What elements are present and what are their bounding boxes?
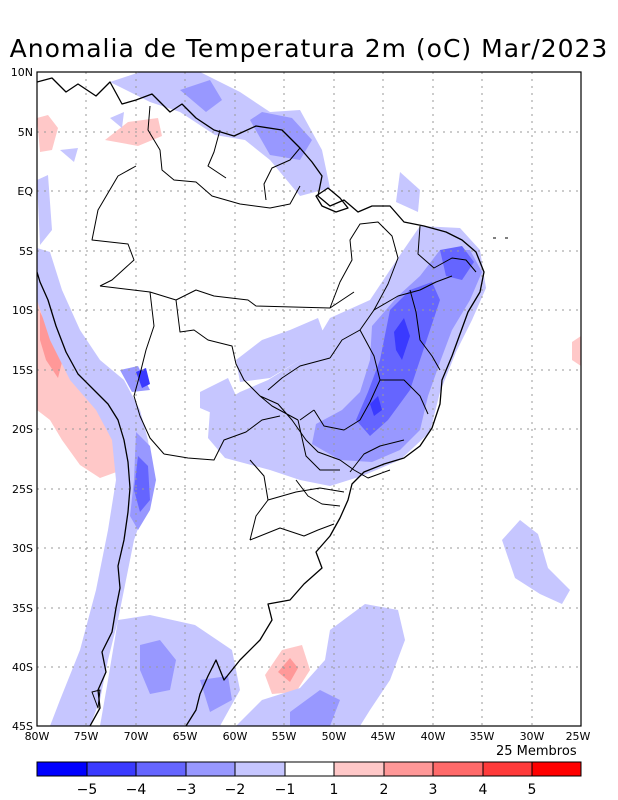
- lon-label: 35W: [470, 730, 495, 743]
- lat-label: 20S: [12, 423, 33, 436]
- lon-label: 30W: [520, 730, 545, 743]
- lon-label: 80W: [25, 730, 50, 743]
- lon-label: 75W: [74, 730, 99, 743]
- colorbar-swatch: [36, 761, 88, 777]
- cold-anomaly-level2-north: [180, 80, 312, 160]
- amazon-mouth: [315, 187, 349, 213]
- colorbar-swatch: [531, 761, 582, 777]
- colorbar-label: 4: [479, 782, 488, 798]
- lat-label: 45S: [12, 720, 33, 733]
- lon-label: 50W: [322, 730, 347, 743]
- coastlines-and-borders: [37, 77, 508, 726]
- cold-anomaly-amazon-south: [396, 172, 420, 212]
- colorbar-label: 1: [330, 782, 339, 798]
- colorbar-label: −4: [126, 782, 147, 798]
- cold-anomaly-interior: [200, 318, 326, 414]
- cold-anomaly-level4: [370, 318, 410, 416]
- lon-label: 25W: [566, 730, 591, 743]
- colorbar-swatch: [185, 761, 236, 777]
- state-borders: [267, 221, 477, 501]
- map-title: Anomalia de Temperatura 2m (oC) Mar/2023: [9, 34, 609, 63]
- lat-label: EQ: [17, 185, 33, 198]
- longitude-labels: 80W 75W 70W 65W 60W 55W 50W 45W 40W 35W …: [25, 730, 591, 743]
- lon-label: 55W: [272, 730, 297, 743]
- warm-anomaly-atlantic-east: [572, 336, 581, 366]
- colorbar-label: 2: [380, 782, 389, 798]
- lon-label: 40W: [421, 730, 446, 743]
- latitude-labels: 10N 5N EQ 5S 10S 15S 20S 25S 30S 35S 40S…: [11, 66, 34, 733]
- lat-label: 25S: [12, 483, 33, 496]
- cold-anomaly-andes: [37, 248, 152, 726]
- anomaly-fields: [37, 72, 581, 726]
- colorbar-label: −1: [275, 782, 296, 798]
- colorbar-swatch: [482, 761, 533, 777]
- lat-label: 40S: [12, 661, 33, 674]
- warm-anomaly-north: [37, 115, 162, 152]
- colorbar-label: −3: [176, 782, 197, 798]
- islands: [91, 237, 508, 709]
- warm-anomaly-south-core: [278, 658, 298, 682]
- lat-label: 30S: [12, 542, 33, 555]
- colorbar-swatch: [284, 761, 335, 777]
- lat-label: 35S: [12, 602, 33, 615]
- colorbar-label: 3: [429, 782, 438, 798]
- colorbar-swatch: [383, 761, 434, 777]
- lat-label: 10S: [12, 304, 33, 317]
- lat-label: 5S: [19, 245, 33, 258]
- lon-label: 60W: [223, 730, 248, 743]
- cold-anomaly-level4-altiplano: [136, 368, 150, 388]
- colorbar-label: −5: [77, 782, 98, 798]
- lon-label: 45W: [371, 730, 396, 743]
- cold-anomaly-level2-south: [140, 640, 340, 726]
- colorbar-labels: −5 −4 −3 −2 −1 1 2 3 4 5: [77, 782, 537, 798]
- colorbar: [36, 761, 582, 777]
- colorbar-swatch: [432, 761, 484, 777]
- lon-label: 70W: [124, 730, 149, 743]
- lat-label: 10N: [11, 66, 33, 79]
- continent-coastline: [37, 77, 485, 726]
- colorbar-swatch: [234, 761, 286, 777]
- cold-anomaly-atlantic-south: [502, 520, 570, 604]
- cold-anomaly-level3-andes: [134, 456, 150, 512]
- warm-anomaly-pacific-core: [40, 312, 62, 378]
- cold-anomaly-level3: [356, 246, 474, 436]
- colorbar-swatch: [86, 761, 137, 777]
- lon-label: 65W: [173, 730, 198, 743]
- lat-label: 5N: [18, 126, 33, 139]
- colorbar-swatch: [333, 761, 385, 777]
- colorbar-label: −2: [225, 782, 246, 798]
- colorbar-swatch: [135, 761, 187, 777]
- colorbar-label: 5: [528, 782, 537, 798]
- cold-anomaly-north-coast: [37, 72, 330, 245]
- map-frame: [36, 71, 582, 727]
- members-label: 25 Membros: [496, 744, 577, 759]
- lat-label: 15S: [12, 364, 33, 377]
